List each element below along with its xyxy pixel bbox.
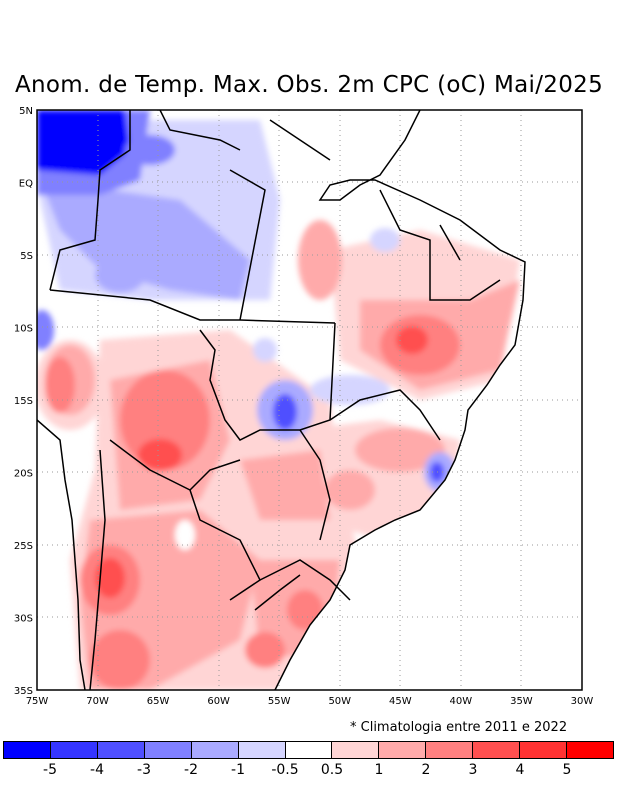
colorbar-swatch	[191, 742, 239, 758]
latitude-labels: 5N EQ 5S 10S 15S 20S 25S 30S 35S	[14, 106, 33, 697]
longitude-label: 35W	[510, 696, 533, 707]
colorbar-swatch	[50, 742, 98, 758]
colorbar-label: 3	[468, 762, 478, 778]
colorbar-swatch	[285, 742, 333, 758]
colorbar-swatch	[520, 742, 568, 758]
coastlines	[37, 110, 526, 690]
longitude-label: 30W	[571, 696, 594, 707]
longitude-label: 40W	[450, 696, 473, 707]
colorbar-label: -0.5	[271, 762, 299, 778]
colorbar-swatch	[379, 742, 427, 758]
colorbar-label: -5	[43, 762, 57, 778]
latitude-label: 25S	[14, 541, 33, 552]
longitude-label: 65W	[147, 696, 170, 707]
colorbar-label: 2	[421, 762, 431, 778]
colorbar-swatch	[4, 742, 51, 758]
latitude-label: 5S	[20, 251, 33, 262]
longitude-label: 75W	[26, 696, 49, 707]
longitude-label: 70W	[86, 696, 109, 707]
latitude-label: 20S	[14, 469, 33, 480]
colorbar-label: -2	[184, 762, 198, 778]
colorbar-swatch	[426, 742, 474, 758]
longitude-label: 60W	[207, 696, 230, 707]
latitude-label: 10S	[14, 324, 33, 335]
colorbar	[3, 741, 614, 759]
longitude-label: 50W	[328, 696, 351, 707]
colorbar-label: 1	[374, 762, 384, 778]
colorbar-label: 0.5	[320, 762, 344, 778]
longitude-label: 55W	[268, 696, 291, 707]
longitude-labels: 75W 70W 65W 60W 55W 50W 45W 40W 35W 30W	[26, 696, 594, 707]
colorbar-label: 5	[562, 762, 572, 778]
colorbar-swatch	[238, 742, 286, 758]
colorbar-label: -1	[231, 762, 245, 778]
climatology-note: * Climatologia entre 2011 e 2022	[350, 720, 568, 735]
colorbar-label: -4	[90, 762, 104, 778]
grid-lines	[37, 110, 582, 690]
anomaly-fill	[37, 110, 582, 690]
colorbar-label: -3	[137, 762, 151, 778]
latitude-label: EQ	[19, 179, 33, 190]
colorbar-swatch	[97, 742, 145, 758]
latitude-label: 35S	[14, 686, 33, 697]
longitude-label: 45W	[389, 696, 412, 707]
colorbar-swatch	[567, 742, 613, 758]
colorbar-swatch	[473, 742, 521, 758]
latitude-label: 30S	[14, 614, 33, 625]
latitude-label: 5N	[19, 106, 33, 117]
colorbar-swatch	[332, 742, 380, 758]
colorbar-label: 4	[515, 762, 525, 778]
latitude-label: 15S	[14, 396, 33, 407]
colorbar-swatch	[144, 742, 192, 758]
map-title: Anom. de Temp. Max. Obs. 2m CPC (oC) Mai…	[14, 72, 604, 98]
map-frame	[36, 109, 583, 691]
